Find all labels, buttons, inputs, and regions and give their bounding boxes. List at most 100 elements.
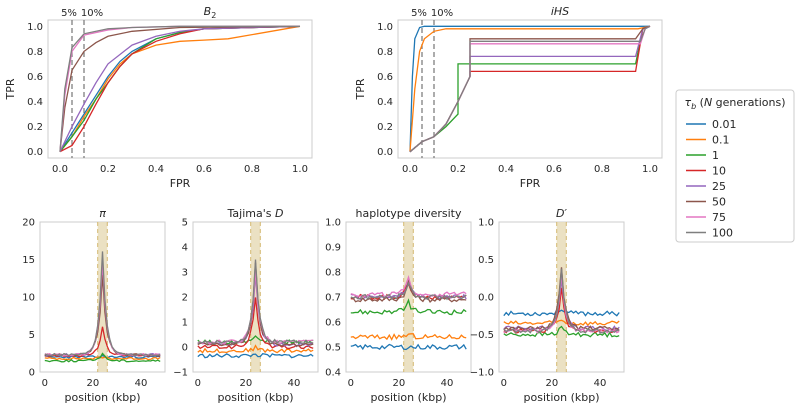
y-tick-label: 0.8 <box>325 268 341 279</box>
series-line-0_01 <box>350 343 467 351</box>
panel-title: Tajima's D <box>227 207 284 220</box>
y-tick-label: 1.0 <box>325 218 341 229</box>
y-tick-label: 0 <box>29 368 35 379</box>
y-axis-label: TPR <box>4 78 17 100</box>
series-line-100 <box>59 25 300 152</box>
y-tick-label: 0.0 <box>478 293 494 304</box>
y-tick-label: 0.8 <box>27 47 43 58</box>
x-axis-label: FPR <box>170 177 191 190</box>
panel-title-main: π <box>99 207 106 220</box>
series-group <box>503 267 620 338</box>
series-line-0_1 <box>197 344 314 354</box>
legend-title: τb (N generations) <box>684 96 785 111</box>
panel-stat-tajima: 0 20 40 −1 0 1 2 3 4 5 position (kbp) Tajima's D <box>173 207 319 404</box>
threshold-label-0: 5% <box>411 8 427 19</box>
series-line-10 <box>197 297 314 350</box>
series-line-100 <box>197 259 314 345</box>
panel-title-italic: D <box>275 207 283 220</box>
series-line-0_1 <box>350 333 467 341</box>
panel-title: D′ <box>556 207 567 220</box>
y-tick-label: 0.5 <box>478 255 494 266</box>
y-tick-label: 1.0 <box>27 22 43 33</box>
x-axis-label: position (kbp) <box>218 391 294 404</box>
legend-label: 10 <box>712 165 726 178</box>
y-tick-label: 0 <box>182 343 188 354</box>
x-tick-label: 0 <box>348 378 354 389</box>
x-tick-label: 0.6 <box>196 164 212 175</box>
panel-stat-hapdiv: 0 20 40 0.4 0.5 0.6 0.7 0.8 0.9 1.0 position (kbp)… <box>325 207 472 404</box>
sweep-region-shade <box>403 222 414 372</box>
x-axis-label: position (kbp) <box>371 391 447 404</box>
series-line-75 <box>350 275 467 298</box>
y-tick-label: 1 <box>182 318 188 329</box>
series-line-0_01 <box>409 25 650 152</box>
legend-label: 100 <box>712 227 733 240</box>
x-tick-label: 0 <box>195 378 201 389</box>
series-line-0_1 <box>409 25 651 152</box>
panel-title: haplotype diversity <box>356 207 462 220</box>
legend-title-b: b <box>691 102 696 111</box>
panel-title-italic: D′ <box>556 207 567 220</box>
y-tick-label: 0.4 <box>325 368 341 379</box>
x-tick-label: 20 <box>240 378 253 389</box>
legend: τb (N generations) 0.01 0.1 1 10 25 50 75 100 <box>675 89 795 243</box>
y-tick-label: 0.0 <box>377 147 393 158</box>
y-tick-label: 0.2 <box>377 122 393 133</box>
legend-title-gen: generations) <box>712 96 785 109</box>
x-axis-label: position (kbp) <box>524 391 600 404</box>
series-line-100 <box>409 25 651 153</box>
panel-stat-dprime: 0 20 40 −1.0 −0.5 0.0 0.5 1.0 position (kbp) D′ <box>470 207 625 404</box>
legend-box <box>675 89 795 243</box>
x-tick-label: 0 <box>42 378 48 389</box>
x-tick-label: 0.4 <box>148 164 164 175</box>
panel-roc-ihs: 5% 10% 0.0 0.2 0.4 0.6 0.8 1.0 0.0 0.2 0.4 0.6 0.8 1.… <box>354 5 663 190</box>
series-line-100 <box>350 281 467 301</box>
series-line-10 <box>59 25 301 153</box>
panel-stat-pi: 0 20 40 0 5 10 15 20 position (kbp) π <box>22 207 166 404</box>
series-line-1 <box>350 298 467 316</box>
series-line-50 <box>503 267 620 332</box>
series-line-0_1 <box>44 356 161 361</box>
y-tick-label: 10 <box>22 293 35 304</box>
x-tick-label: 0.8 <box>244 164 260 175</box>
legend-title-n: N <box>704 96 712 109</box>
y-tick-label: 5 <box>182 218 188 229</box>
panel-title: B2 <box>204 5 217 20</box>
sweep-region-shade <box>250 222 261 372</box>
sweep-region-shade <box>556 222 567 372</box>
sweep-region-shade <box>97 222 108 372</box>
x-tick-label: 1.0 <box>642 164 658 175</box>
series-line-100 <box>503 268 620 334</box>
series-group <box>59 25 301 153</box>
panel-title-main: haplotype diversity <box>356 207 462 220</box>
legend-label: 25 <box>712 180 726 193</box>
panel-title: π <box>99 207 106 220</box>
series-line-1 <box>503 325 620 338</box>
x-tick-label: 0.2 <box>100 164 116 175</box>
y-tick-label: −0.5 <box>470 330 494 341</box>
series-line-1 <box>44 352 161 363</box>
x-tick-label: 0.8 <box>594 164 610 175</box>
y-tick-label: 3 <box>182 268 188 279</box>
x-tick-label: 0.0 <box>52 164 68 175</box>
y-tick-label: 2 <box>182 293 188 304</box>
series-group <box>350 275 467 351</box>
x-axis-label: position (kbp) <box>65 391 141 404</box>
series-group <box>44 251 161 363</box>
y-tick-label: 1.0 <box>377 22 393 33</box>
y-tick-label: 0.7 <box>325 293 341 304</box>
y-tick-label: −1.0 <box>470 368 494 379</box>
series-line-0_1 <box>503 319 620 327</box>
x-tick-label: 0.6 <box>546 164 562 175</box>
x-tick-label: 40 <box>594 378 607 389</box>
y-tick-label: 1.0 <box>478 218 494 229</box>
legend-title-rest: ( <box>696 96 704 109</box>
y-tick-label: −1 <box>173 368 188 379</box>
x-tick-label: 20 <box>546 378 559 389</box>
series-group <box>197 259 314 359</box>
x-tick-label: 20 <box>393 378 406 389</box>
y-tick-label: 4 <box>182 243 188 254</box>
y-tick-label: 0.6 <box>27 72 43 83</box>
series-line-50 <box>59 25 301 152</box>
